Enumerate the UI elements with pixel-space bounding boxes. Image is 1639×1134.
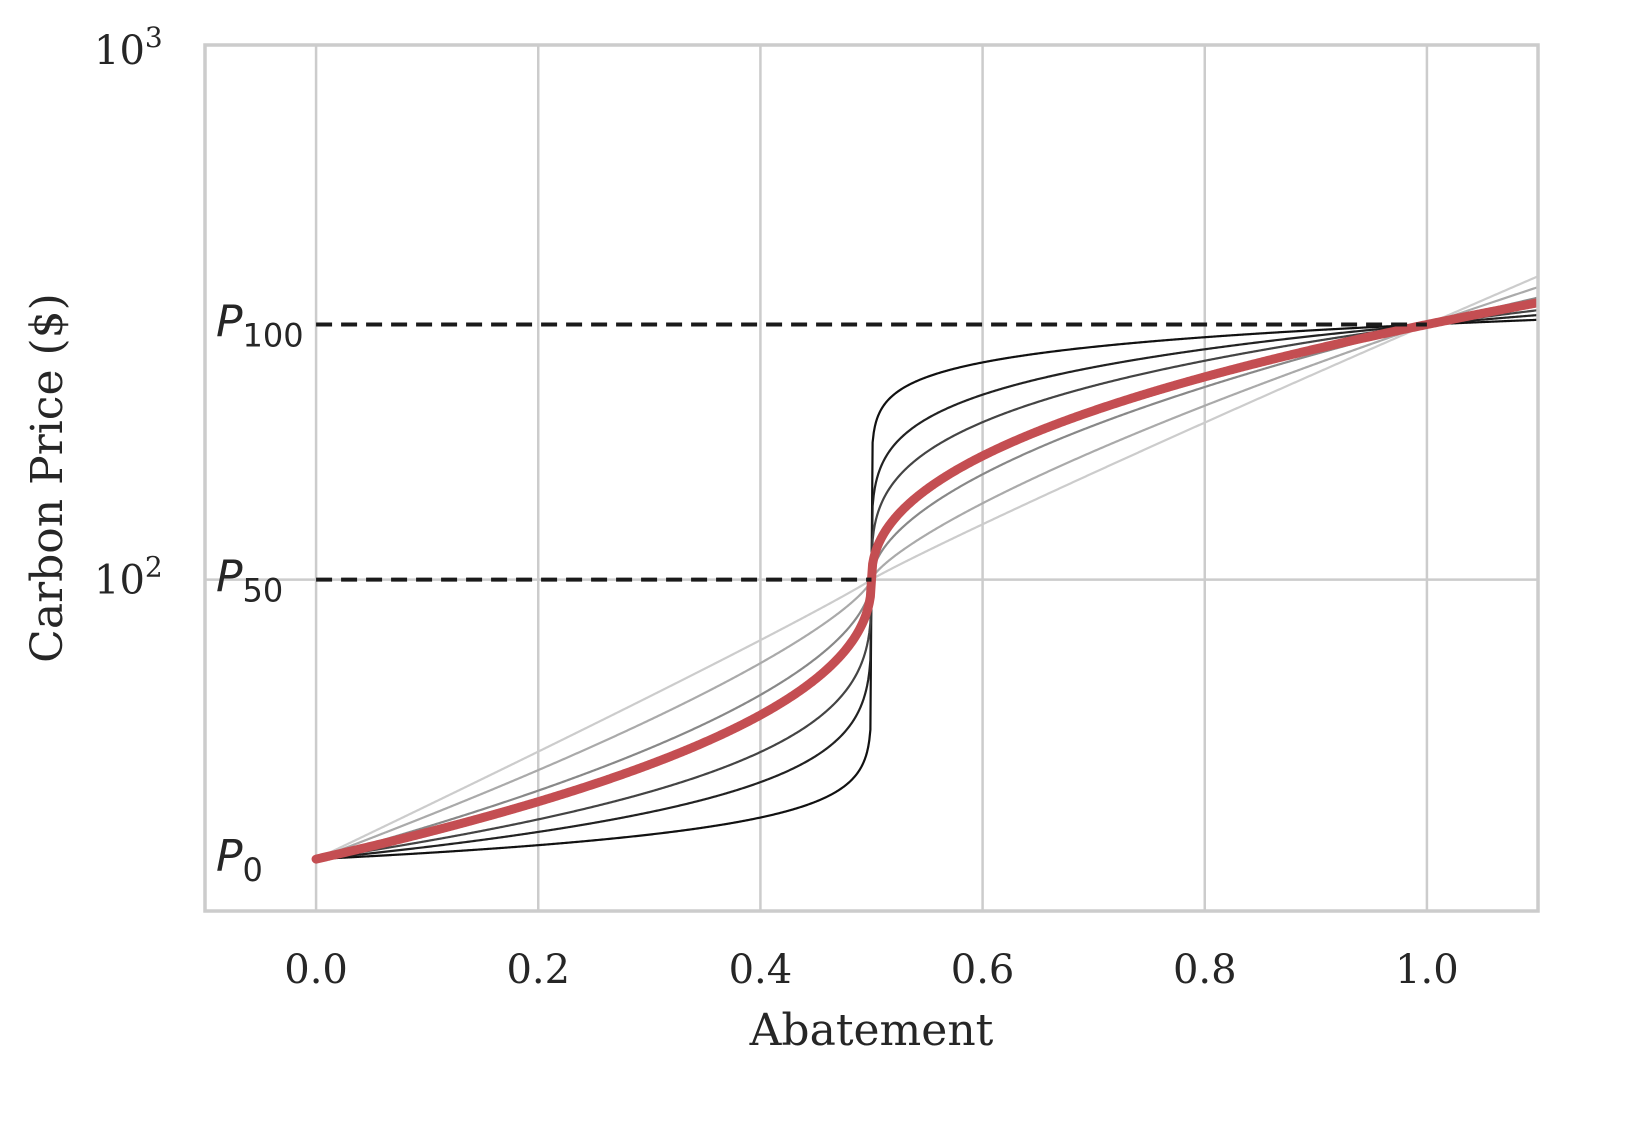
reference-lines (316, 322, 1427, 582)
anchor-label-p100: P100 (216, 297, 304, 355)
y-tick-label: 103 (94, 21, 163, 74)
anchor-label-p0: P0 (216, 831, 263, 889)
series-line-highlight (311, 298, 1538, 864)
x-tick-label: 0.8 (1173, 947, 1237, 993)
series-line (314, 309, 1538, 861)
x-tick-label: 0.2 (506, 947, 570, 993)
plot-frame (203, 43, 1540, 913)
series-line (314, 318, 1538, 861)
y-tick-label: 102 (94, 551, 163, 604)
x-axis-label: Abatement (749, 1005, 994, 1056)
anchor-labels: P0 P50 P100 (216, 297, 304, 890)
x-tick-label: 0.0 (284, 947, 348, 993)
anchor-label-p50: P50 (216, 552, 283, 610)
series-line (314, 286, 1538, 861)
y-tick-labels: 102 103 (94, 21, 163, 604)
series-layer (311, 275, 1538, 864)
series-line (314, 313, 1538, 861)
y-axis-label: Carbon Price ($) (22, 293, 73, 663)
x-tick-labels: 0.0 0.2 0.4 0.6 0.8 1.0 (284, 947, 1458, 993)
series-line (314, 275, 1538, 861)
x-tick-label: 1.0 (1395, 947, 1459, 993)
x-tick-label: 0.4 (729, 947, 793, 993)
x-tick-label: 0.6 (951, 947, 1015, 993)
